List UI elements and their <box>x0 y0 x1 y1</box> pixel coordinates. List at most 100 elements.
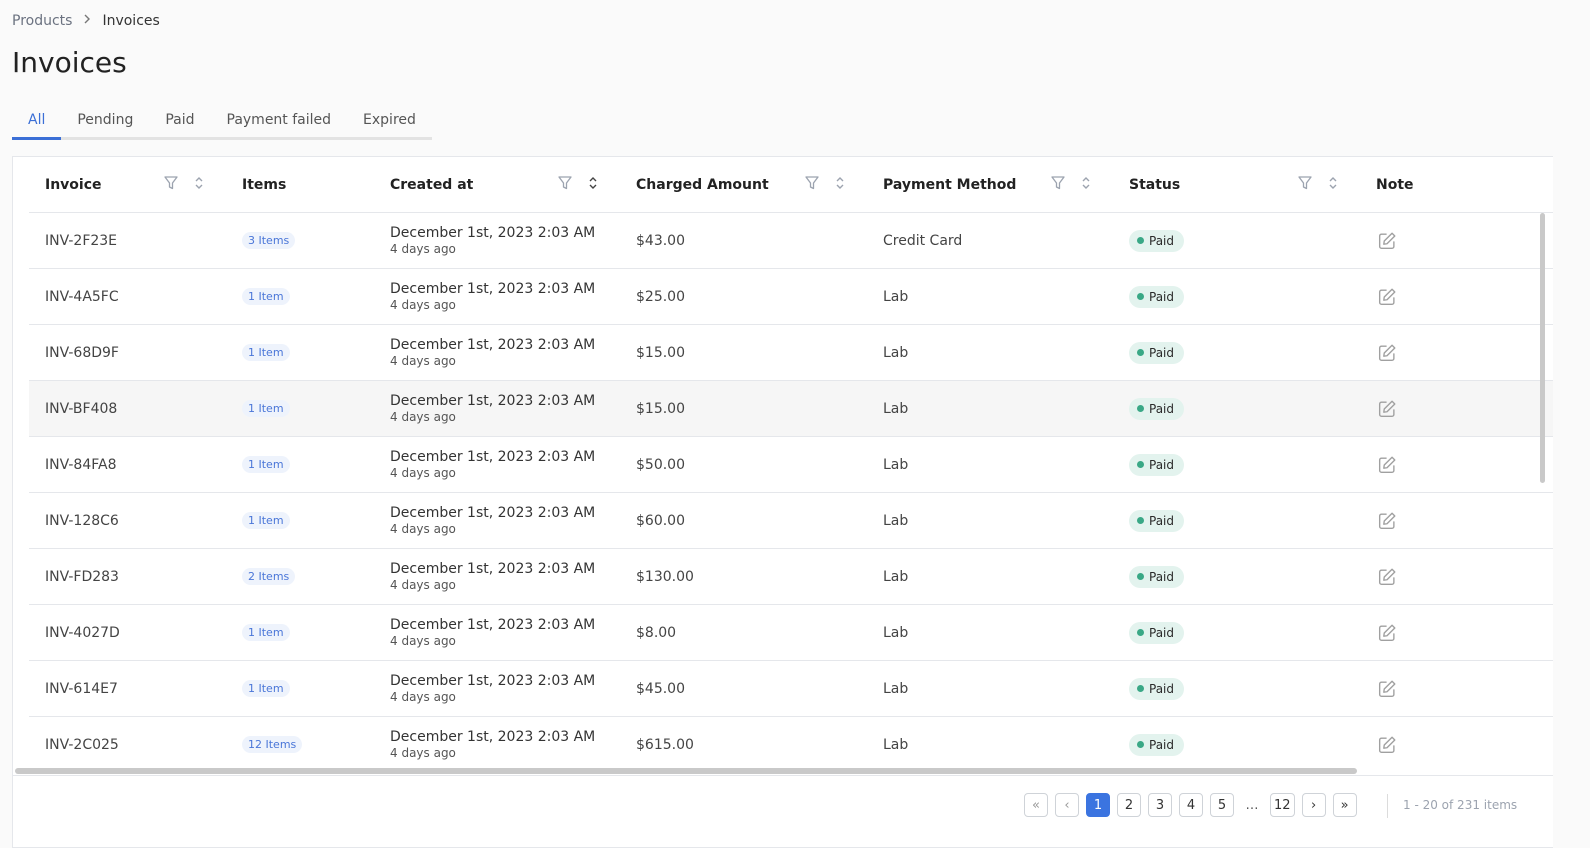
status-label: Paid <box>1149 737 1175 752</box>
invoice-id-cell[interactable]: INV-4A5FC <box>29 268 226 325</box>
table-row[interactable]: INV-2F23E 3 Items December 1st, 2023 2:03 … <box>29 212 1553 269</box>
created-at-relative: 4 days ago <box>390 745 456 760</box>
table-row[interactable]: INV-FD283 2 Items December 1st, 2023 2:03 … <box>29 548 1553 605</box>
created-at-date: December 1st, 2023 2:03 AM <box>390 392 596 409</box>
status-badge: Paid <box>1129 509 1185 532</box>
sort-icon[interactable] <box>1081 176 1091 194</box>
edit-note-icon[interactable] <box>1376 568 1398 585</box>
sort-icon[interactable] <box>588 176 598 194</box>
created-at-cell: December 1st, 2023 2:03 AM 4 days ago <box>374 268 620 325</box>
items-cell: 3 Items <box>226 212 374 269</box>
items-badge[interactable]: 1 Item <box>242 344 290 361</box>
prev-page-button[interactable]: ‹ <box>1055 793 1079 817</box>
invoice-id-cell[interactable]: INV-2F23E <box>29 212 226 269</box>
status-cell: Paid <box>1113 212 1360 269</box>
edit-note-icon[interactable] <box>1376 456 1398 473</box>
page-button-1[interactable]: 1 <box>1086 793 1110 817</box>
filter-icon[interactable] <box>1051 175 1065 195</box>
created-at-relative: 4 days ago <box>390 689 456 704</box>
created-at-relative: 4 days ago <box>390 521 456 536</box>
invoice-id-cell[interactable]: INV-BF408 <box>29 380 226 437</box>
page-button-12[interactable]: 12 <box>1270 793 1295 817</box>
edit-note-icon[interactable] <box>1376 232 1398 249</box>
next-page-button[interactable]: › <box>1301 793 1326 817</box>
created-at-date: December 1st, 2023 2:03 AM <box>390 728 596 745</box>
filter-icon[interactable] <box>1298 175 1312 195</box>
invoice-id-cell[interactable]: INV-2C025 <box>29 716 226 769</box>
items-badge[interactable]: 1 Item <box>242 680 290 697</box>
payment-method-cell: Credit Card <box>867 212 1113 269</box>
invoice-id-cell[interactable]: INV-68D9F <box>29 324 226 381</box>
edit-note-icon[interactable] <box>1376 344 1398 361</box>
edit-note-icon[interactable] <box>1376 400 1398 417</box>
table-row[interactable]: INV-4A5FC 1 Item December 1st, 2023 2:03 A… <box>29 268 1553 325</box>
table-row[interactable]: INV-2C025 12 Items December 1st, 2023 2:03… <box>29 716 1553 769</box>
first-page-button[interactable]: « <box>1024 793 1048 817</box>
tab-expired[interactable]: Expired <box>363 112 416 128</box>
edit-note-icon[interactable] <box>1376 736 1398 753</box>
invoice-id-cell[interactable]: INV-FD283 <box>29 548 226 605</box>
table-row[interactable]: INV-614E7 1 Item December 1st, 2023 2:03 A… <box>29 660 1553 717</box>
items-badge[interactable]: 12 Items <box>242 736 303 753</box>
invoice-id-cell[interactable]: INV-614E7 <box>29 660 226 717</box>
table-row[interactable]: INV-84FA8 1 Item December 1st, 2023 2:03 A… <box>29 436 1553 493</box>
page-title: Invoices <box>12 46 127 79</box>
filter-icon[interactable] <box>558 175 572 195</box>
items-badge[interactable]: 1 Item <box>242 456 290 473</box>
items-cell: 2 Items <box>226 548 374 605</box>
table-row[interactable]: INV-4027D 1 Item December 1st, 2023 2:03 A… <box>29 604 1553 661</box>
tab-pending[interactable]: Pending <box>77 112 134 128</box>
status-dot-icon <box>1137 349 1144 356</box>
status-badge: Paid <box>1129 453 1185 476</box>
items-badge[interactable]: 1 Item <box>242 400 290 417</box>
filter-icon[interactable] <box>805 175 819 195</box>
edit-note-icon[interactable] <box>1376 680 1398 697</box>
tab-paid[interactable]: Paid <box>165 112 195 128</box>
page-button-4[interactable]: 4 <box>1179 793 1203 817</box>
created-at-date: December 1st, 2023 2:03 AM <box>390 616 596 633</box>
table-row[interactable]: INV-68D9F 1 Item December 1st, 2023 2:03 A… <box>29 324 1553 381</box>
invoice-id-cell[interactable]: INV-84FA8 <box>29 436 226 493</box>
filter-icon[interactable] <box>164 175 178 195</box>
payment-method-cell: Lab <box>867 492 1113 549</box>
note-cell <box>1360 324 1553 381</box>
status-badge: Paid <box>1129 229 1185 252</box>
items-badge[interactable]: 2 Items <box>242 568 296 585</box>
horizontal-scrollbar[interactable] <box>15 768 1357 774</box>
edit-note-icon[interactable] <box>1376 512 1398 529</box>
tab-payment-failed[interactable]: Payment failed <box>226 112 332 128</box>
status-badge: Paid <box>1129 621 1185 644</box>
tab-all[interactable]: All <box>12 108 62 140</box>
items-badge[interactable]: 1 Item <box>242 512 290 529</box>
created-at-relative: 4 days ago <box>390 465 456 480</box>
status-dot-icon <box>1137 517 1144 524</box>
items-badge[interactable]: 1 Item <box>242 624 290 641</box>
sort-icon[interactable] <box>194 176 204 194</box>
note-cell <box>1360 492 1553 549</box>
charged-amount-cell: $130.00 <box>620 548 867 605</box>
created-at-cell: December 1st, 2023 2:03 AM 4 days ago <box>374 436 620 493</box>
invoice-id-cell[interactable]: INV-128C6 <box>29 492 226 549</box>
edit-note-icon[interactable] <box>1376 624 1398 641</box>
page-button-2[interactable]: 2 <box>1117 793 1141 817</box>
edit-note-icon[interactable] <box>1376 288 1398 305</box>
breadcrumb-current: Invoices <box>102 13 160 29</box>
pagination-ellipsis[interactable]: … <box>1245 797 1259 813</box>
last-page-button[interactable]: » <box>1332 793 1357 817</box>
status-cell: Paid <box>1113 660 1360 717</box>
created-at-relative: 4 days ago <box>390 297 456 312</box>
page-button-3[interactable]: 3 <box>1148 793 1172 817</box>
table-row[interactable]: INV-128C6 1 Item December 1st, 2023 2:03 A… <box>29 492 1553 549</box>
sort-icon[interactable] <box>1328 176 1338 194</box>
items-badge[interactable]: 1 Item <box>242 288 290 305</box>
invoice-id-cell[interactable]: INV-4027D <box>29 604 226 661</box>
sort-icon[interactable] <box>835 176 845 194</box>
breadcrumb-products-link[interactable]: Products <box>12 13 73 29</box>
table-row[interactable]: INV-BF408 1 Item December 1st, 2023 2:03 A… <box>29 380 1553 437</box>
breadcrumb: Products Invoices <box>12 13 160 29</box>
pagination-range: 1 - 20 of 231 items <box>1403 798 1518 812</box>
vertical-scrollbar[interactable] <box>1540 213 1545 483</box>
items-badge[interactable]: 3 Items <box>242 232 296 249</box>
page-button-5[interactable]: 5 <box>1210 793 1234 817</box>
footer-divider <box>1387 794 1388 818</box>
